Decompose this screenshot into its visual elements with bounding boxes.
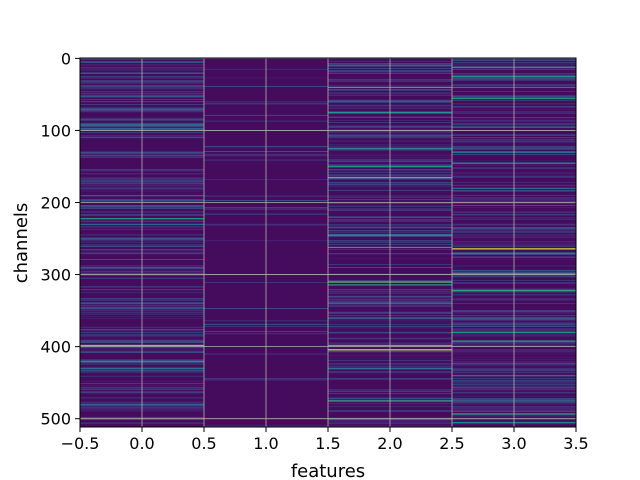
- y-tick-label: 100: [40, 121, 71, 140]
- x-tick-label: 2.0: [377, 434, 402, 453]
- y-tick-label: 0: [61, 49, 71, 68]
- y-tick-label: 400: [40, 338, 71, 357]
- y-axis-ticks: 0 100 200 300 400 500: [40, 49, 80, 429]
- y-tick-label: 500: [40, 410, 71, 429]
- x-tick-label: 0.5: [191, 434, 216, 453]
- x-tick-label: 0.0: [129, 434, 154, 453]
- x-tick-label: 2.5: [439, 434, 464, 453]
- x-tick-label: 1.0: [253, 434, 278, 453]
- y-tick-label: 300: [40, 266, 71, 285]
- x-tick-label: 1.5: [315, 434, 340, 453]
- y-tick-label: 200: [40, 194, 71, 213]
- x-tick-label: 3.0: [501, 434, 526, 453]
- x-tick-label: 3.5: [563, 434, 588, 453]
- x-axis-ticks: −0.5 0.0 0.5 1.0 1.5 2.0 2.5 3.0 3.5: [61, 427, 589, 453]
- x-axis-label: features: [291, 461, 365, 480]
- x-tick-label: −0.5: [61, 434, 100, 453]
- y-axis-label: channels: [11, 203, 32, 284]
